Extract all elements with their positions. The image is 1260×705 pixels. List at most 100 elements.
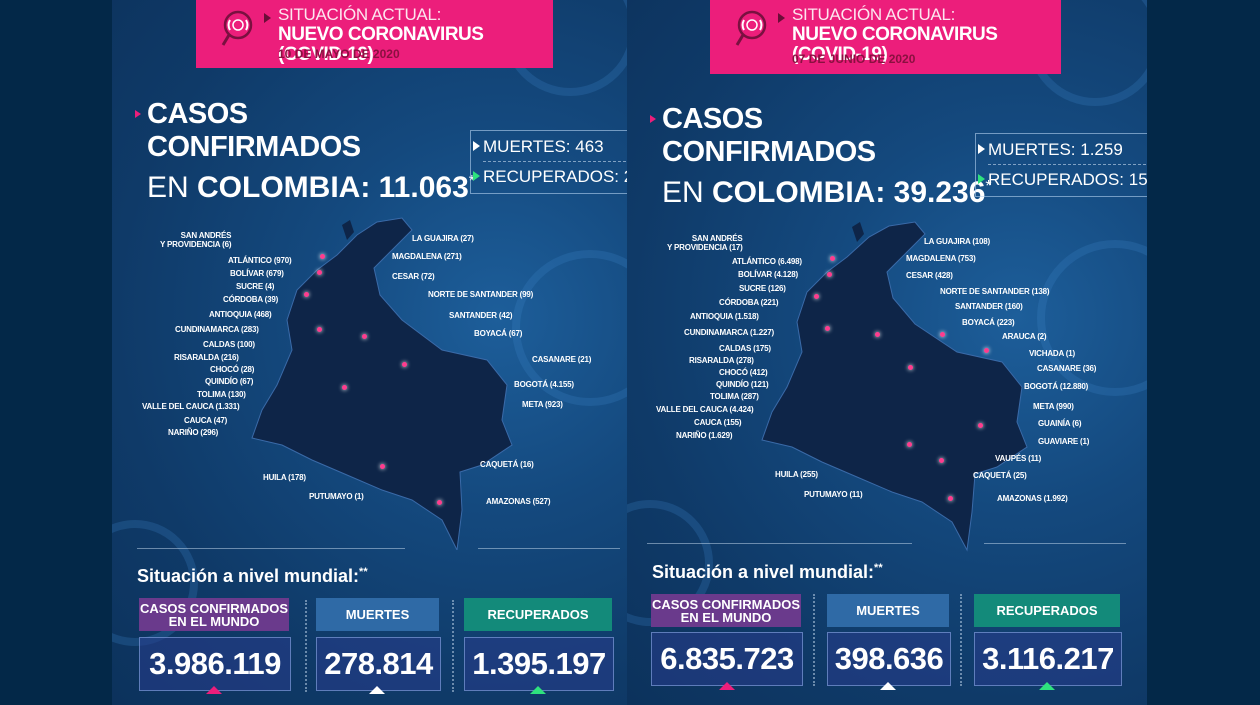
recovered-stat: RECUPERADOS: 2.705 (473, 167, 627, 187)
region-label: CÓRDOBA (39) (223, 295, 279, 304)
region-label: BOYACÁ (223) (962, 318, 1015, 327)
confirmed-cases-title: CASOS CONFIRMADOS EN COLOMBIA: 11.063* (135, 98, 475, 206)
region-label: HUILA (255) (775, 470, 818, 479)
region-label: NORTE DE SANTANDER (99) (428, 290, 534, 299)
region-label: CALDAS (175) (719, 344, 771, 353)
divider (305, 600, 307, 692)
marker-icon (814, 294, 819, 299)
region-label: VALLE DEL CAUCA (4.424) (656, 405, 754, 414)
region-label: CAUCA (47) (184, 416, 228, 425)
region-label: PUTUMAYO (1) (309, 492, 364, 501)
region-label: BOLÍVAR (679) (230, 269, 284, 278)
divider (988, 164, 1147, 165)
region-label: GUAINÍA (6) (1038, 419, 1082, 428)
region-label: BOGOTÁ (4.155) (514, 380, 574, 389)
pointer-icon (369, 686, 385, 694)
arrow-icon (978, 144, 985, 154)
marker-icon (304, 292, 309, 297)
divider (137, 548, 405, 549)
region-label: SAN ANDRÉS Y PROVIDENCIA (17) (667, 234, 743, 252)
marker-icon (362, 334, 367, 339)
region-label: QUINDÍO (121) (716, 380, 769, 389)
arrow-icon (650, 115, 656, 123)
divider (984, 543, 1126, 544)
region-label: CASANARE (36) (1037, 364, 1097, 373)
world-cases-value: 6.835.723 (651, 632, 803, 686)
arrow-icon (135, 110, 141, 118)
region-label: ATLÁNTICO (970) (228, 256, 292, 265)
divider (813, 594, 815, 686)
region-label: META (990) (1033, 402, 1074, 411)
region-label: CHOCÓ (28) (210, 365, 255, 374)
colombia-stats-box: MUERTES: 463 RECUPERADOS: 2.705 (470, 130, 627, 194)
region-label: MAGDALENA (271) (392, 252, 462, 261)
header-line1: SITUACIÓN ACTUAL: (792, 5, 956, 24)
colombia-map: SAN ANDRÉS Y PROVIDENCIA (17) ATLÁNTICO (… (627, 212, 1147, 552)
region-label: CASANARE (21) (532, 355, 592, 364)
region-label: MAGDALENA (753) (906, 254, 976, 263)
marker-icon (948, 496, 953, 501)
region-label: CALDAS (100) (203, 340, 255, 349)
region-label: LA GUAJIRA (108) (924, 237, 990, 246)
header-date: 10 DE MAYO DE 2020 (278, 47, 400, 61)
marker-icon (342, 385, 347, 390)
region-label: PUTUMAYO (11) (804, 490, 863, 499)
region-label: CUNDINAMARCA (283) (175, 325, 259, 334)
header-date: 07 DE JUNIO DE 2020 (792, 52, 916, 66)
marker-icon (437, 500, 442, 505)
region-label: CAQUETÁ (16) (480, 460, 534, 469)
marker-icon (984, 348, 989, 353)
marker-icon (908, 365, 913, 370)
marker-icon (825, 326, 830, 331)
marker-icon (402, 362, 407, 367)
report-header: SITUACIÓN ACTUAL: NUEVO CORONAVIRUS (COV… (710, 0, 1061, 74)
region-label: BOLÍVAR (4.128) (738, 270, 798, 279)
arrow-icon (978, 174, 985, 184)
deaths-stat: MUERTES: 1.259 (978, 140, 1123, 160)
header-line1: SITUACIÓN ACTUAL: (278, 5, 442, 24)
world-section-title: Situación a nivel mundial:** (652, 562, 883, 582)
world-recovered-value: 3.116.217 (974, 632, 1122, 686)
colombia-map: SAN ANDRÉS Y PROVIDENCIA (6) ATLÁNTICO (9… (112, 210, 627, 550)
world-recovered-label: RECUPERADOS (464, 598, 612, 631)
marker-icon (320, 254, 325, 259)
region-label: CAQUETÁ (25) (973, 471, 1027, 480)
pointer-icon (880, 682, 896, 690)
header-line2: NUEVO CORONAVIRUS (COVID-19) (792, 24, 998, 65)
world-cases-label: CASOS CONFIRMADOS EN EL MUNDO (651, 594, 801, 627)
divider (478, 548, 620, 549)
confirmed-total: COLOMBIA: 11.063 (197, 171, 469, 204)
world-recovered-label: RECUPERADOS (974, 594, 1120, 627)
marker-icon (940, 332, 945, 337)
region-label: TOLIMA (287) (710, 392, 759, 401)
region-label: VICHADA (1) (1029, 349, 1075, 358)
world-cases-value: 3.986.119 (139, 637, 291, 691)
marker-icon (317, 327, 322, 332)
divider (483, 161, 627, 162)
colombia-stats-box: MUERTES: 1.259 RECUPERADOS: 15.322 (975, 133, 1147, 197)
region-label: ANTIOQUIA (468) (209, 310, 272, 319)
confirmed-total: COLOMBIA: 39.236 (712, 176, 986, 209)
marker-icon (317, 270, 322, 275)
marker-icon (830, 256, 835, 261)
world-section-title: Situación a nivel mundial:** (137, 566, 368, 586)
world-deaths-value: 278.814 (316, 637, 441, 691)
region-label: CHOCÓ (412) (719, 368, 768, 377)
world-deaths-label: MUERTES (316, 598, 439, 631)
marker-icon (827, 272, 832, 277)
marker-icon (875, 332, 880, 337)
region-label: NORTE DE SANTANDER (138) (940, 287, 1050, 296)
region-label: NARIÑO (296) (168, 428, 219, 437)
region-label: SUCRE (4) (236, 282, 275, 291)
region-label: AMAZONAS (527) (486, 497, 551, 506)
region-label: VAUPÉS (11) (995, 454, 1042, 463)
world-cases-label: CASOS CONFIRMADOS EN EL MUNDO (139, 598, 289, 631)
region-label: BOYACÁ (67) (474, 329, 523, 338)
virus-decoration (512, 250, 627, 406)
region-label: RISARALDA (278) (689, 356, 754, 365)
magnifier-virus-icon (221, 10, 253, 46)
divider (647, 543, 912, 544)
region-label: BOGOTÁ (12.880) (1024, 382, 1089, 391)
region-label: HUILA (178) (263, 473, 306, 482)
magnifier-virus-icon (735, 10, 767, 46)
